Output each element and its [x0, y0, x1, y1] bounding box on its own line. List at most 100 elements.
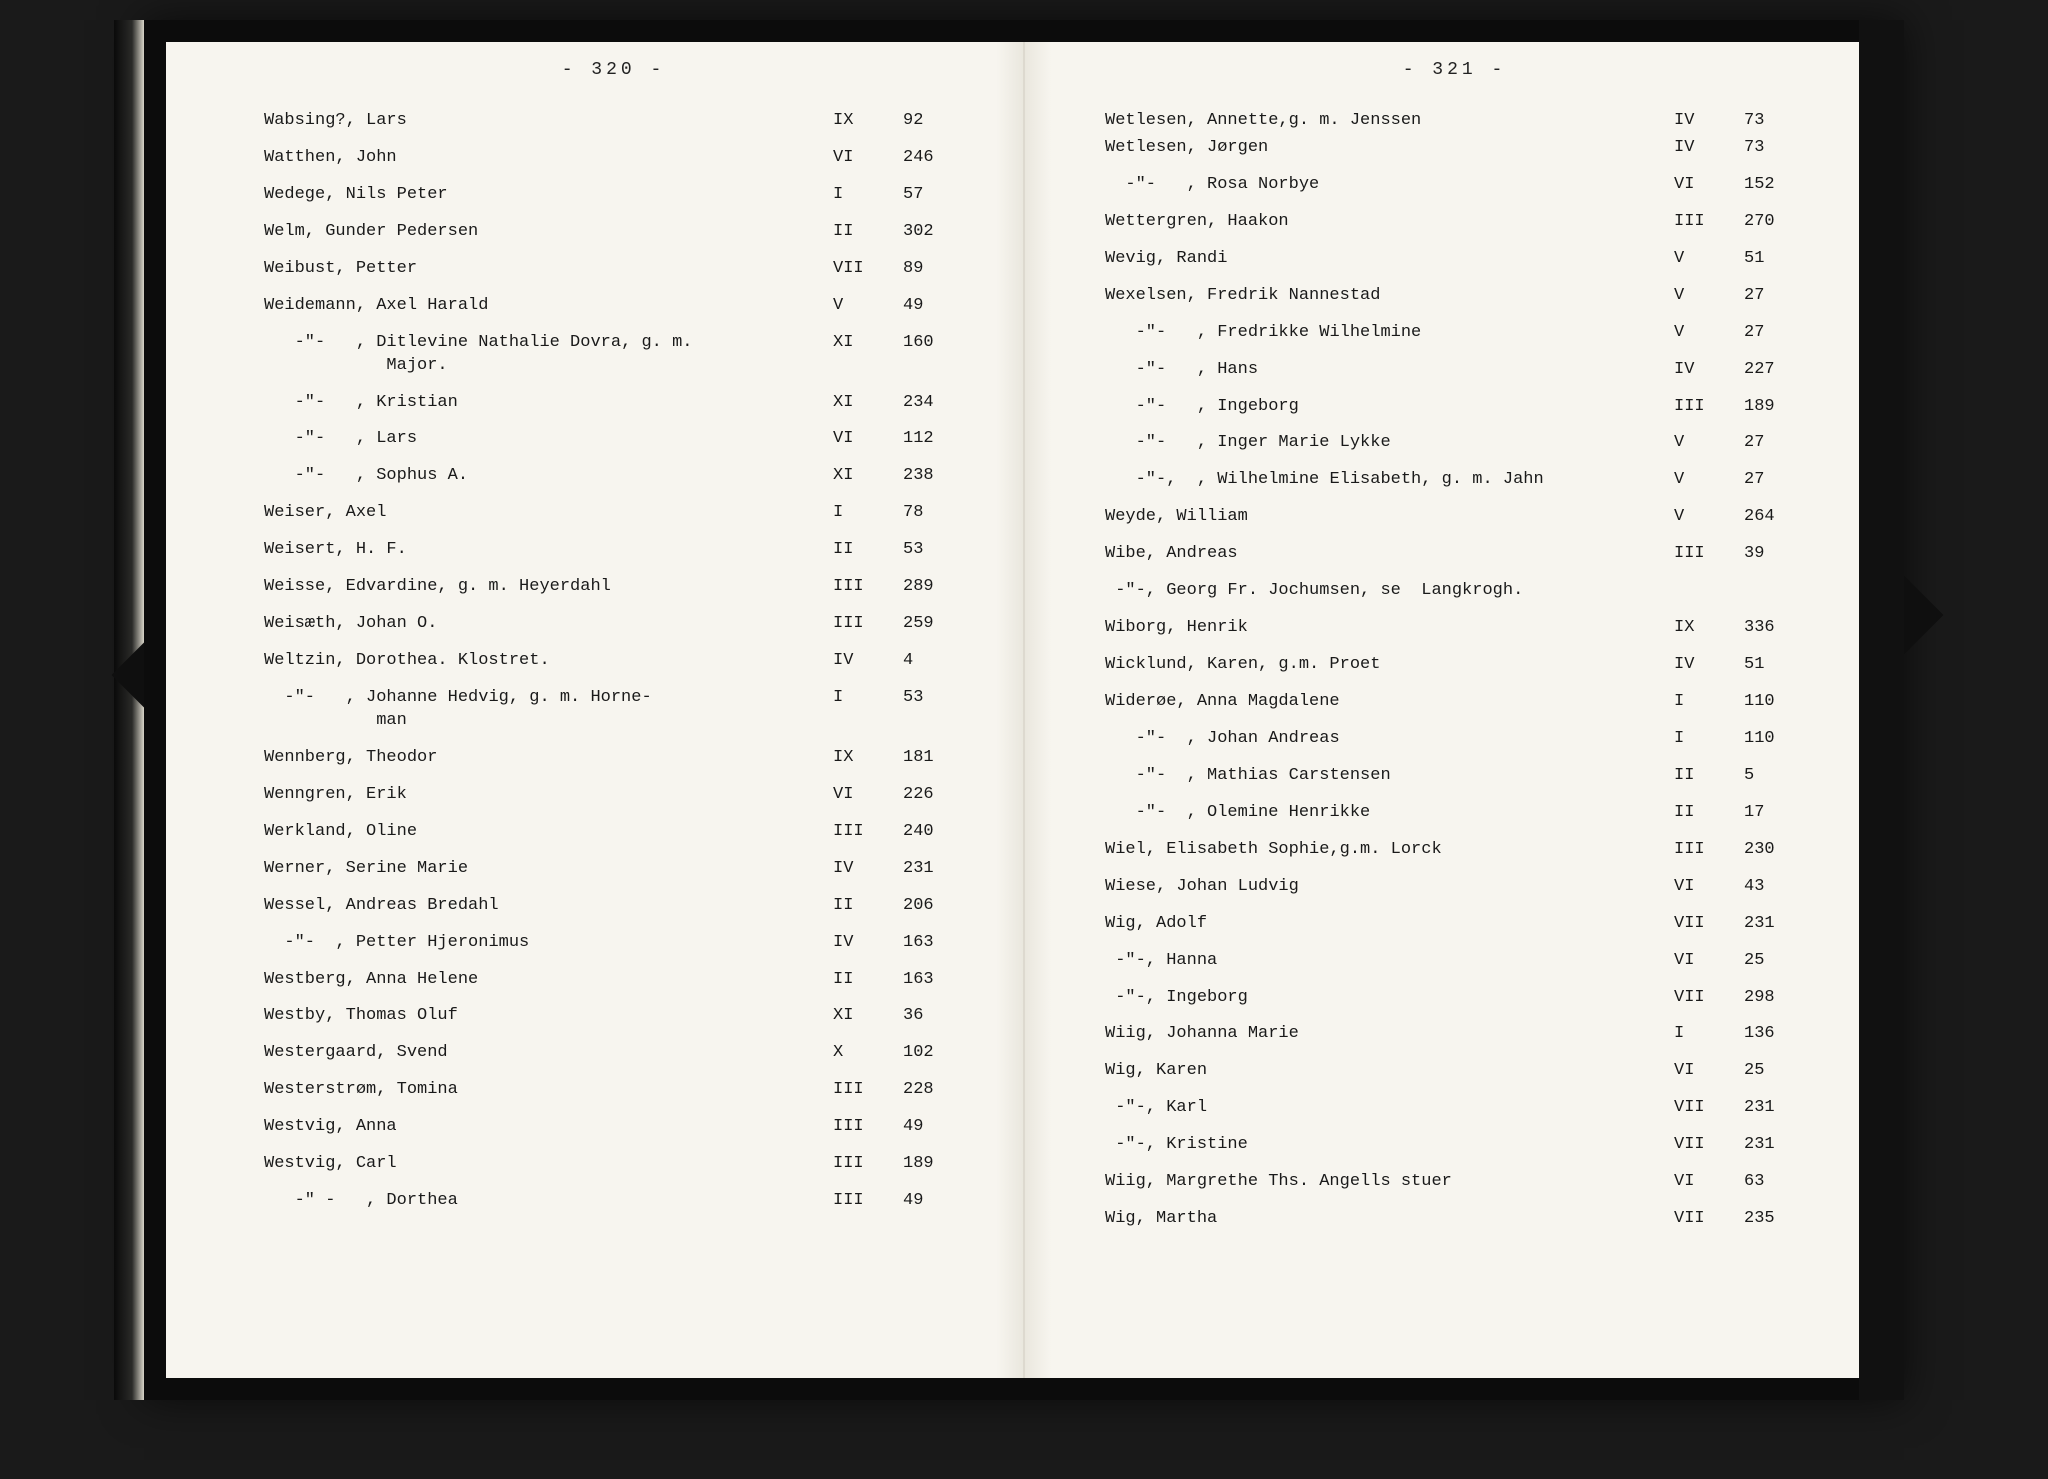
entry-volume: VII [833, 258, 903, 281]
entry-name: -"- , Mathias Carstensen [1105, 765, 1674, 788]
entry-volume: V [1674, 322, 1744, 345]
index-entry: -"-, IngeborgVII298 [1105, 987, 1804, 1010]
entry-name: -"-, Kristine [1105, 1134, 1674, 1157]
entry-page: 246 [903, 147, 963, 170]
entry-volume: III [833, 613, 903, 636]
entry-name: Wig, Martha [1105, 1208, 1674, 1231]
entry-name: Werner, Serine Marie [264, 858, 833, 881]
entry-page: 25 [1744, 1060, 1804, 1083]
page-left: - 320 - Wabsing?, LarsIX92Watthen, JohnV… [144, 20, 1023, 1400]
index-entry: Wiese, Johan LudvigVI43 [1105, 876, 1804, 899]
entry-page: 231 [1744, 1134, 1804, 1157]
entry-volume: IX [833, 747, 903, 770]
index-entry: -"- , Johan AndreasI110 [1105, 728, 1804, 751]
entry-volume: III [833, 821, 903, 844]
index-entry: Weltzin, Dorothea. Klostret.IV4 [264, 650, 963, 673]
entry-page: 5 [1744, 765, 1804, 788]
entry-volume: IV [1674, 110, 1744, 133]
index-entries-left: Wabsing?, Lars IX 92 Watthen, JohnVI246 Wede… [264, 110, 963, 1213]
index-entry: -"-, , Wilhelmine Elisabeth, g. m. JahnV… [1105, 469, 1804, 492]
index-entry: -"- , Johanne Hedvig, g. m. Horne- manI5… [264, 687, 963, 733]
index-entry: -"- , Olemine HenrikkeII17 [1105, 802, 1804, 825]
entry-volume: II [833, 221, 903, 244]
index-entry: Westvig, AnnaIII49 [264, 1116, 963, 1139]
entry-volume: III [833, 1116, 903, 1139]
entry-volume: XI [833, 1005, 903, 1028]
entry-page: 163 [903, 932, 963, 955]
entry-volume: XI [833, 332, 903, 355]
entry-name: -"- , Kristian [264, 392, 833, 415]
index-entries-right: Wetlesen, Annette,g. m. JenssenIV73 Wetle… [1105, 110, 1804, 1231]
entry-page: 39 [1744, 543, 1804, 566]
index-entry: Wiel, Elisabeth Sophie,g.m. LorckIII230 [1105, 839, 1804, 862]
index-entry: -"- , Mathias CarstensenII5 [1105, 765, 1804, 788]
index-entry: Weibust, PetterVII89 [264, 258, 963, 281]
entry-name: -"- , Petter Hjeronimus [264, 932, 833, 955]
entry-volume: II [833, 969, 903, 992]
entry-page: 264 [1744, 506, 1804, 529]
index-entry: -" - , DortheaIII49 [264, 1190, 963, 1213]
entry-page: 227 [1744, 359, 1804, 382]
entry-page: 234 [903, 392, 963, 415]
entry-name: -"-, Hanna [1105, 950, 1674, 973]
index-entry: Weisert, H. F.II53 [264, 539, 963, 562]
entry-name: -" - , Dorthea [264, 1190, 833, 1213]
index-entry: Wicklund, Karen, g.m. ProetIV51 [1105, 654, 1804, 677]
entry-page: 92 [903, 110, 963, 133]
entry-name: -"- , Ingeborg [1105, 396, 1674, 419]
index-entry: Wig, MarthaVII235 [1105, 1208, 1804, 1231]
index-entry: Watthen, JohnVI246 [264, 147, 963, 170]
entry-volume: V [1674, 506, 1744, 529]
entry-page: 336 [1744, 617, 1804, 640]
entry-volume: III [833, 1079, 903, 1102]
entry-name: Wessel, Andreas Bredahl [264, 895, 833, 918]
index-entry: Wibe, AndreasIII39 [1105, 543, 1804, 566]
entry-page: 73 [1744, 137, 1804, 160]
entry-page: 53 [903, 687, 963, 710]
entry-volume: VII [1674, 1097, 1744, 1120]
entry-volume: V [833, 295, 903, 318]
entry-volume: V [1674, 432, 1744, 455]
entry-page: 181 [903, 747, 963, 770]
entry-name: Wetlesen, Jørgen [1105, 137, 1674, 160]
entry-page: 235 [1744, 1208, 1804, 1231]
index-entry: Wiig, Johanna MarieI136 [1105, 1023, 1804, 1046]
entry-volume: II [833, 539, 903, 562]
entry-volume: V [1674, 248, 1744, 271]
entry-name: Westvig, Anna [264, 1116, 833, 1139]
entry-name: Wedege, Nils Peter [264, 184, 833, 207]
entry-page: 259 [903, 613, 963, 636]
entry-volume: V [1674, 285, 1744, 308]
entry-page: 36 [903, 1005, 963, 1028]
entry-page: 226 [903, 784, 963, 807]
entry-page: 27 [1744, 469, 1804, 492]
entry-volume: II [1674, 765, 1744, 788]
entry-name: Wig, Adolf [1105, 913, 1674, 936]
entry-page: 189 [1744, 396, 1804, 419]
entry-volume: IX [1674, 617, 1744, 640]
entry-name: Weyde, William [1105, 506, 1674, 529]
entry-volume: X [833, 1042, 903, 1065]
entry-name: Wiese, Johan Ludvig [1105, 876, 1674, 899]
entry-name: Wiel, Elisabeth Sophie,g.m. Lorck [1105, 839, 1674, 862]
index-entry: Wiig, Margrethe Ths. Angells stuerVI63 [1105, 1171, 1804, 1194]
entry-volume: XI [833, 392, 903, 415]
book-spread: - 320 - Wabsing?, LarsIX92Watthen, JohnV… [144, 20, 1904, 1400]
entry-page: 49 [903, 295, 963, 318]
entry-name: Wexelsen, Fredrik Nannestad [1105, 285, 1674, 308]
index-entry: -"- , HansIV227 [1105, 359, 1804, 382]
index-entry: Wig, AdolfVII231 [1105, 913, 1804, 936]
index-entry: -"-, Georg Fr. Jochumsen, se Langkrogh. [1105, 580, 1804, 603]
index-entry: Westvig, CarlIII189 [264, 1153, 963, 1176]
entry-name: Wennberg, Theodor [264, 747, 833, 770]
index-entry: -"-, HannaVI25 [1105, 950, 1804, 973]
entry-volume: IV [833, 932, 903, 955]
entry-volume: III [833, 1190, 903, 1213]
entry-page: 240 [903, 821, 963, 844]
index-entry: -"- , Rosa NorbyeVI152 [1105, 174, 1804, 197]
entry-name: Westergaard, Svend [264, 1042, 833, 1065]
entry-name: Wabsing?, Lars [264, 110, 833, 133]
index-entry: Weyde, WilliamV264 [1105, 506, 1804, 529]
index-entry: Wetlesen, Annette,g. m. JenssenIV73 [1105, 110, 1804, 133]
entry-name: Wicklund, Karen, g.m. Proet [1105, 654, 1674, 677]
